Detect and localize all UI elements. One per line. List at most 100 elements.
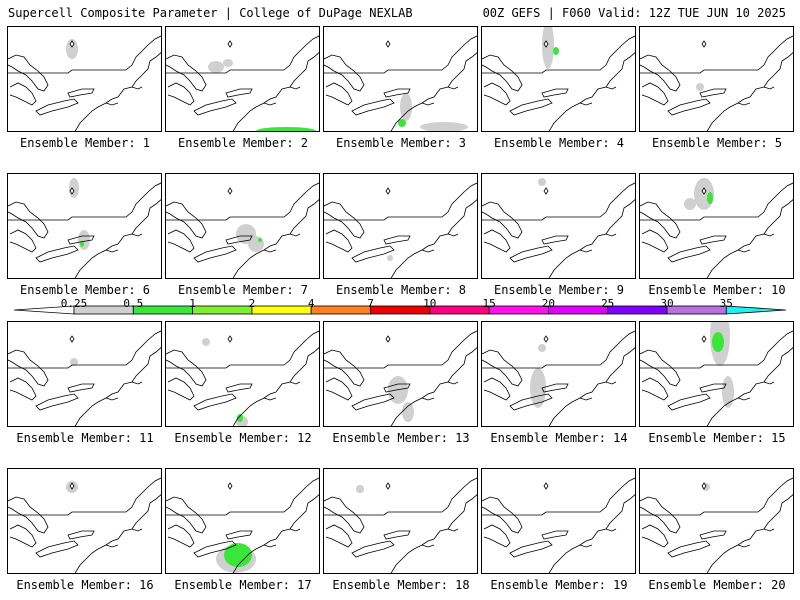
panel-caption-13: Ensemble Member: 13 (332, 431, 470, 445)
lake-marker (701, 482, 707, 490)
map-boundary-line (105, 102, 119, 106)
colorbar-high-arrow (725, 305, 787, 315)
map-boundary-line (67, 235, 95, 245)
map-panel-2-svg (166, 35, 319, 131)
green-contour-area (712, 332, 724, 352)
lake-marker (227, 187, 233, 195)
gray-contour-area (208, 61, 224, 73)
map-boundary-line (737, 249, 751, 253)
map-boundary-line (548, 52, 635, 131)
colorbar-tick-label: 0.25 (60, 297, 88, 310)
map-boundary-line (509, 393, 553, 411)
map-boundary-line (167, 82, 195, 106)
colorbar-tick-label: 30 (660, 297, 674, 310)
panel-caption-17: Ensemble Member: 17 (174, 578, 312, 592)
map-boundary-line (699, 383, 727, 393)
map-panel-6-svg (8, 178, 161, 278)
map-boundary-line (8, 182, 161, 221)
map-boundary-line (8, 35, 161, 74)
green-contour-area (553, 47, 559, 55)
map-boundary-line (447, 381, 459, 385)
map-boundary-line (131, 381, 143, 385)
green-contour-area (256, 127, 316, 131)
map-boundary-line (324, 477, 477, 516)
lake-marker (543, 40, 549, 48)
map-panel-15 (639, 321, 794, 427)
colorbar-tick-label: 20 (541, 297, 556, 310)
map-boundary-line (324, 201, 365, 239)
map-boundary-line (166, 35, 319, 74)
map-boundary-line (699, 88, 727, 98)
lake-marker (227, 40, 233, 48)
gray-contour-area (69, 178, 79, 198)
map-boundary-line (390, 52, 477, 131)
map-boundary-line (35, 245, 79, 263)
panel-caption-18: Ensemble Member: 18 (332, 578, 470, 592)
map-boundary-line (193, 98, 237, 116)
map-boundary-line (763, 233, 775, 237)
colorbar-segment (607, 305, 668, 315)
map-panel-12 (165, 321, 320, 427)
map-boundary-line (763, 86, 775, 90)
map-panel-20 (639, 468, 794, 574)
map-boundary-line (699, 530, 727, 540)
map-boundary-line (74, 494, 161, 573)
map-boundary-line (74, 347, 161, 426)
colorbar-segment (548, 305, 609, 315)
map-boundary-line (667, 98, 711, 116)
map-panel-8-svg (324, 182, 477, 278)
map-boundary-line (641, 524, 669, 548)
colorbar-tick-label: 35 (719, 297, 733, 310)
colorbar-tick-label: 1 (189, 297, 196, 310)
map-panel-20-svg (640, 477, 793, 573)
map-boundary-line (351, 98, 395, 116)
green-contour-area (258, 238, 262, 242)
colorbar-tick-label: 7 (367, 297, 374, 310)
map-boundary-line (579, 249, 593, 253)
colorbar-segment (370, 305, 431, 315)
map-boundary-line (509, 98, 553, 116)
map-boundary-line (390, 347, 477, 426)
lake-marker (701, 187, 707, 195)
map-boundary-line (706, 199, 793, 278)
panel-caption-4: Ensemble Member: 4 (493, 136, 625, 150)
map-boundary-line (667, 540, 711, 558)
gray-contour-area (420, 122, 468, 131)
map-boundary-line (541, 530, 569, 540)
gray-contour-area (202, 338, 210, 346)
gray-contour-area (402, 402, 414, 422)
panel-caption-7: Ensemble Member: 7 (177, 283, 309, 297)
lake-marker (69, 187, 75, 195)
map-boundary-line (541, 88, 569, 98)
map-boundary-line (383, 530, 411, 540)
map-boundary-line (193, 245, 237, 263)
color-legend-bar (13, 305, 787, 315)
map-boundary-line (548, 199, 635, 278)
map-panel-12-svg (166, 330, 319, 426)
gray-contour-area (70, 358, 78, 366)
map-boundary-line (324, 182, 477, 221)
gray-contour-area (400, 93, 412, 121)
map-panel-3 (323, 26, 478, 132)
map-boundary-line (225, 383, 253, 393)
gray-contour-area (684, 198, 696, 210)
lake-marker (385, 40, 391, 48)
lake-marker (385, 482, 391, 490)
lake-marker (69, 482, 75, 490)
map-boundary-line (8, 330, 161, 369)
panel-caption-9: Ensemble Member: 9 (493, 283, 625, 297)
map-boundary-line (640, 477, 793, 516)
panel-caption-12: Ensemble Member: 12 (174, 431, 312, 445)
map-panel-11-svg (8, 330, 161, 426)
map-boundary-line (8, 477, 161, 516)
map-boundary-line (763, 381, 775, 385)
map-panel-2 (165, 26, 320, 132)
lake-marker (385, 187, 391, 195)
green-contour-area (237, 414, 243, 422)
gray-contour-area (223, 59, 233, 67)
colorbar-tick-label: 0.5 (123, 297, 144, 310)
map-boundary-line (482, 496, 523, 534)
map-boundary-line (105, 249, 119, 253)
map-panel-5 (639, 26, 794, 132)
colorbar-segment (429, 305, 490, 315)
